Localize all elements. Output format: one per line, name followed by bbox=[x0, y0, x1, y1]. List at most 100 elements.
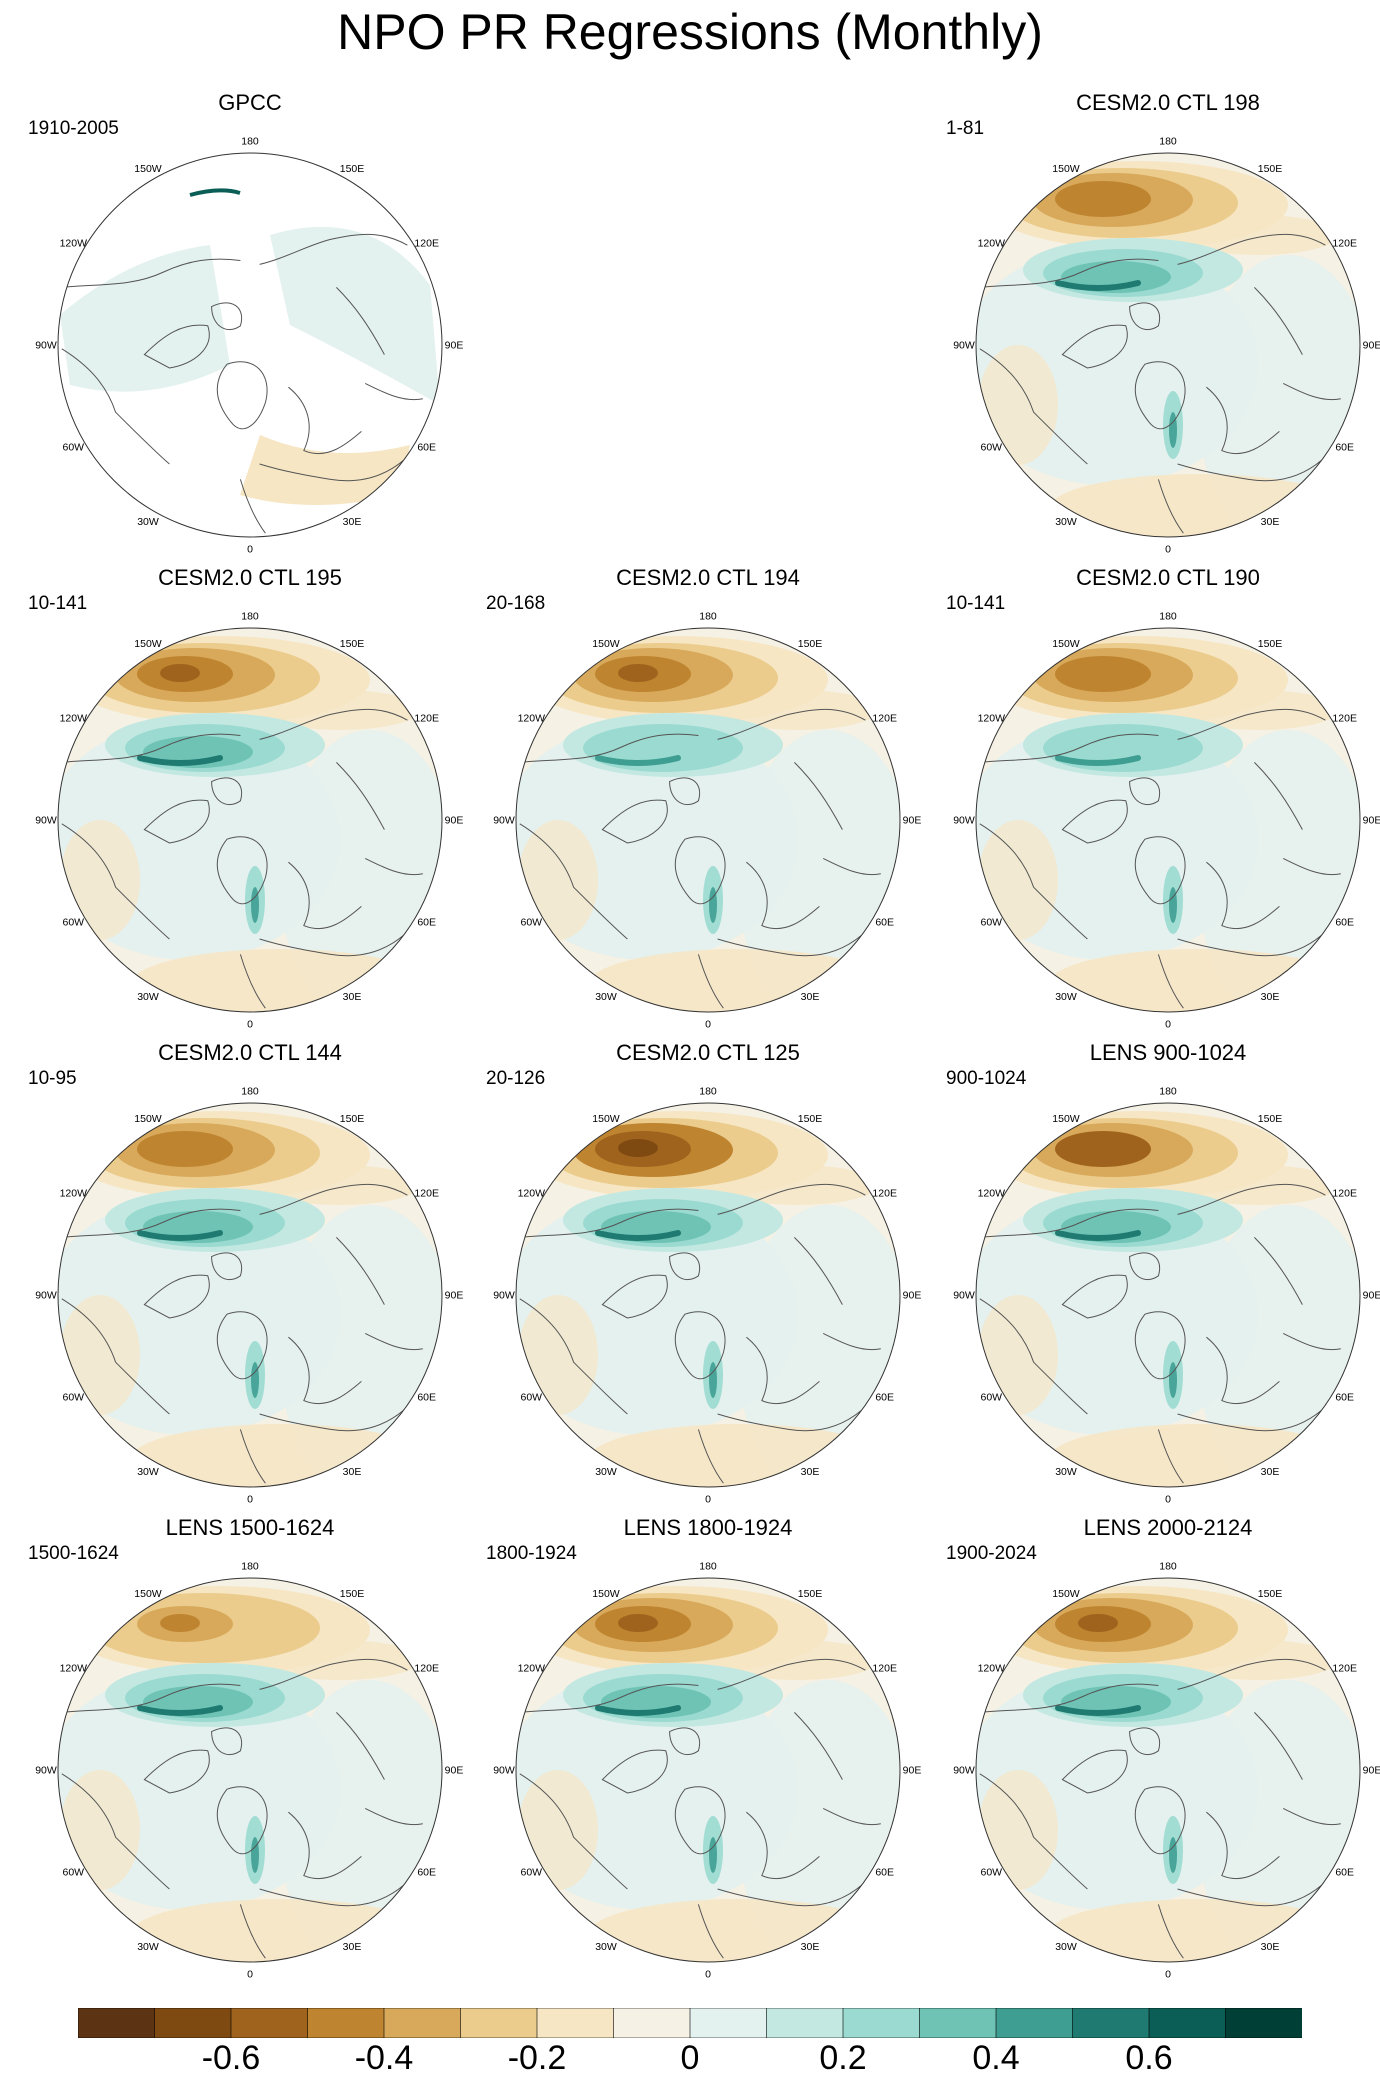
longitude-label: 0 bbox=[705, 1969, 711, 1981]
colorbar-swatch bbox=[995, 2008, 1074, 2038]
longitude-label: 180 bbox=[241, 136, 259, 148]
longitude-label: 60E bbox=[1335, 917, 1354, 929]
longitude-label: 150W bbox=[1052, 1113, 1080, 1125]
longitude-label: 180 bbox=[241, 611, 259, 623]
longitude-label: 0 bbox=[247, 1494, 253, 1506]
polar-map: 180 150E 120E 90E 60E 30E 0 30W 60W 90W 120W 150W bbox=[35, 1086, 463, 1506]
colorbar-swatch bbox=[1072, 2008, 1150, 2038]
longitude-label: 120W bbox=[518, 1188, 546, 1200]
longitude-label: 120E bbox=[1332, 1188, 1357, 1200]
longitude-label: 120E bbox=[414, 238, 439, 250]
longitude-label: 180 bbox=[241, 1561, 259, 1573]
longitude-label: 150W bbox=[134, 638, 162, 650]
panel-period: 10-141 bbox=[946, 593, 1006, 614]
panel-title: CESM2.0 CTL 194 bbox=[616, 565, 800, 590]
panel-period: 20-126 bbox=[486, 1068, 546, 1089]
longitude-label: 30E bbox=[801, 1466, 820, 1478]
longitude-label: 120W bbox=[978, 238, 1006, 250]
panel-title: GPCC bbox=[218, 90, 282, 115]
longitude-label: 30E bbox=[343, 991, 362, 1003]
longitude-label: 0 bbox=[247, 1969, 253, 1981]
panel-title: CESM2.0 CTL 198 bbox=[1076, 90, 1260, 115]
longitude-label: 60W bbox=[63, 442, 85, 454]
longitude-label: 180 bbox=[699, 611, 717, 623]
colorbar-swatch bbox=[307, 2008, 385, 2038]
longitude-label: 30W bbox=[1055, 1941, 1077, 1953]
polar-map: 180 150E 120E 90E 60E 30E 0 30W 60W 90W 120W 150W bbox=[953, 136, 1380, 556]
longitude-label: 30E bbox=[1261, 991, 1280, 1003]
longitude-label: 120E bbox=[414, 1663, 439, 1675]
longitude-label: 60E bbox=[417, 442, 436, 454]
panel-title: CESM2.0 CTL 190 bbox=[1076, 565, 1260, 590]
longitude-label: 60E bbox=[1335, 1867, 1354, 1879]
longitude-label: 0 bbox=[247, 544, 253, 556]
longitude-label: 30W bbox=[595, 1941, 617, 1953]
colorbar-tick-label: -0.4 bbox=[354, 2039, 414, 2077]
longitude-label: 150E bbox=[340, 1113, 365, 1125]
longitude-label: 30W bbox=[137, 991, 159, 1003]
longitude-label: 90W bbox=[35, 1765, 57, 1777]
longitude-label: 150W bbox=[134, 1588, 162, 1600]
longitude-label: 150W bbox=[1052, 163, 1080, 175]
longitude-label: 180 bbox=[1159, 1086, 1177, 1098]
panel-title: LENS 1500-1624 bbox=[165, 1515, 335, 1540]
longitude-label: 30W bbox=[137, 1466, 159, 1478]
longitude-label: 30E bbox=[343, 1941, 362, 1953]
longitude-label: 0 bbox=[1165, 544, 1171, 556]
longitude-label: 150W bbox=[592, 1588, 620, 1600]
map-panel: LENS 1800-1924 1800-1924 180 150E 120E 90E 60E… bbox=[478, 1515, 938, 1985]
polar-map: 180 150E 120E 90E 60E 30E 0 30W 60W 90W 120W 150W bbox=[35, 136, 463, 556]
polar-map: 180 150E 120E 90E 60E 30E 0 30W 60W 90W 120W 150W bbox=[493, 1561, 921, 1981]
map-panel: CESM2.0 CTL 125 20-126 180 150E 120E 90E 60E 30… bbox=[478, 1040, 938, 1510]
longitude-label: 150W bbox=[1052, 1588, 1080, 1600]
longitude-label: 90W bbox=[35, 815, 57, 827]
colorbar-swatch bbox=[1225, 2008, 1302, 2038]
longitude-label: 180 bbox=[1159, 1561, 1177, 1573]
map-panel: LENS 1500-1624 1500-1624 180 150E 120E 90E 60E… bbox=[20, 1515, 480, 1985]
longitude-label: 60E bbox=[417, 1392, 436, 1404]
longitude-label: 90E bbox=[1363, 1290, 1380, 1302]
map-panel: CESM2.0 CTL 194 20-168 180 150E 120E 90E 60E 30… bbox=[478, 565, 938, 1035]
colorbar-swatch bbox=[383, 2008, 462, 2038]
map-panel: CESM2.0 CTL 198 1-81 180 150E 120E 90E 60E 30E 0… bbox=[938, 90, 1380, 560]
longitude-label: 90W bbox=[35, 340, 57, 352]
panel-period: 1800-1924 bbox=[486, 1543, 577, 1564]
map-panel: LENS 2000-2124 1900-2024 180 150E 120E 90E 60E… bbox=[938, 1515, 1380, 1985]
longitude-label: 90E bbox=[1363, 340, 1380, 352]
panel-period: 1-81 bbox=[946, 118, 985, 139]
colorbar-labels: -0.6 -0.4 -0.2 0 0.2 0.4 0.6 bbox=[78, 2038, 1302, 2082]
longitude-label: 90W bbox=[493, 815, 515, 827]
longitude-label: 30E bbox=[801, 991, 820, 1003]
longitude-label: 180 bbox=[699, 1561, 717, 1573]
longitude-label: 90W bbox=[35, 1290, 57, 1302]
longitude-label: 120E bbox=[414, 1188, 439, 1200]
longitude-label: 60W bbox=[63, 1867, 85, 1879]
longitude-label: 60E bbox=[875, 1867, 894, 1879]
longitude-label: 60E bbox=[875, 1392, 894, 1404]
longitude-label: 120W bbox=[978, 1188, 1006, 1200]
longitude-label: 180 bbox=[1159, 611, 1177, 623]
longitude-label: 120W bbox=[60, 1663, 88, 1675]
longitude-label: 60W bbox=[521, 917, 543, 929]
longitude-label: 30E bbox=[1261, 1941, 1280, 1953]
longitude-label: 180 bbox=[699, 1086, 717, 1098]
longitude-label: 30W bbox=[1055, 1466, 1077, 1478]
polar-map: 180 150E 120E 90E 60E 30E 0 30W 60W 90W 120W 150W bbox=[953, 1561, 1380, 1981]
longitude-label: 150E bbox=[798, 638, 823, 650]
longitude-label: 0 bbox=[1165, 1019, 1171, 1031]
panel-title: LENS 2000-2124 bbox=[1083, 1515, 1253, 1540]
longitude-label: 120W bbox=[60, 238, 88, 250]
longitude-label: 150E bbox=[1258, 163, 1283, 175]
map-panel: GPCC 1910-2005 180 150E 120E 90E 60E 30E 0 30W 60W… bbox=[20, 90, 480, 560]
longitude-label: 150E bbox=[340, 163, 365, 175]
longitude-label: 90E bbox=[903, 815, 922, 827]
longitude-label: 120E bbox=[872, 1663, 897, 1675]
colorbar-swatch bbox=[613, 2008, 691, 2038]
longitude-label: 60W bbox=[981, 442, 1003, 454]
colorbar-swatch bbox=[689, 2008, 768, 2038]
colorbar-tick-label: 0.4 bbox=[972, 2039, 1020, 2077]
panel-title: CESM2.0 CTL 125 bbox=[616, 1040, 800, 1065]
colorbar-swatch bbox=[78, 2008, 156, 2038]
longitude-label: 30W bbox=[137, 516, 159, 528]
longitude-label: 90W bbox=[953, 1290, 975, 1302]
